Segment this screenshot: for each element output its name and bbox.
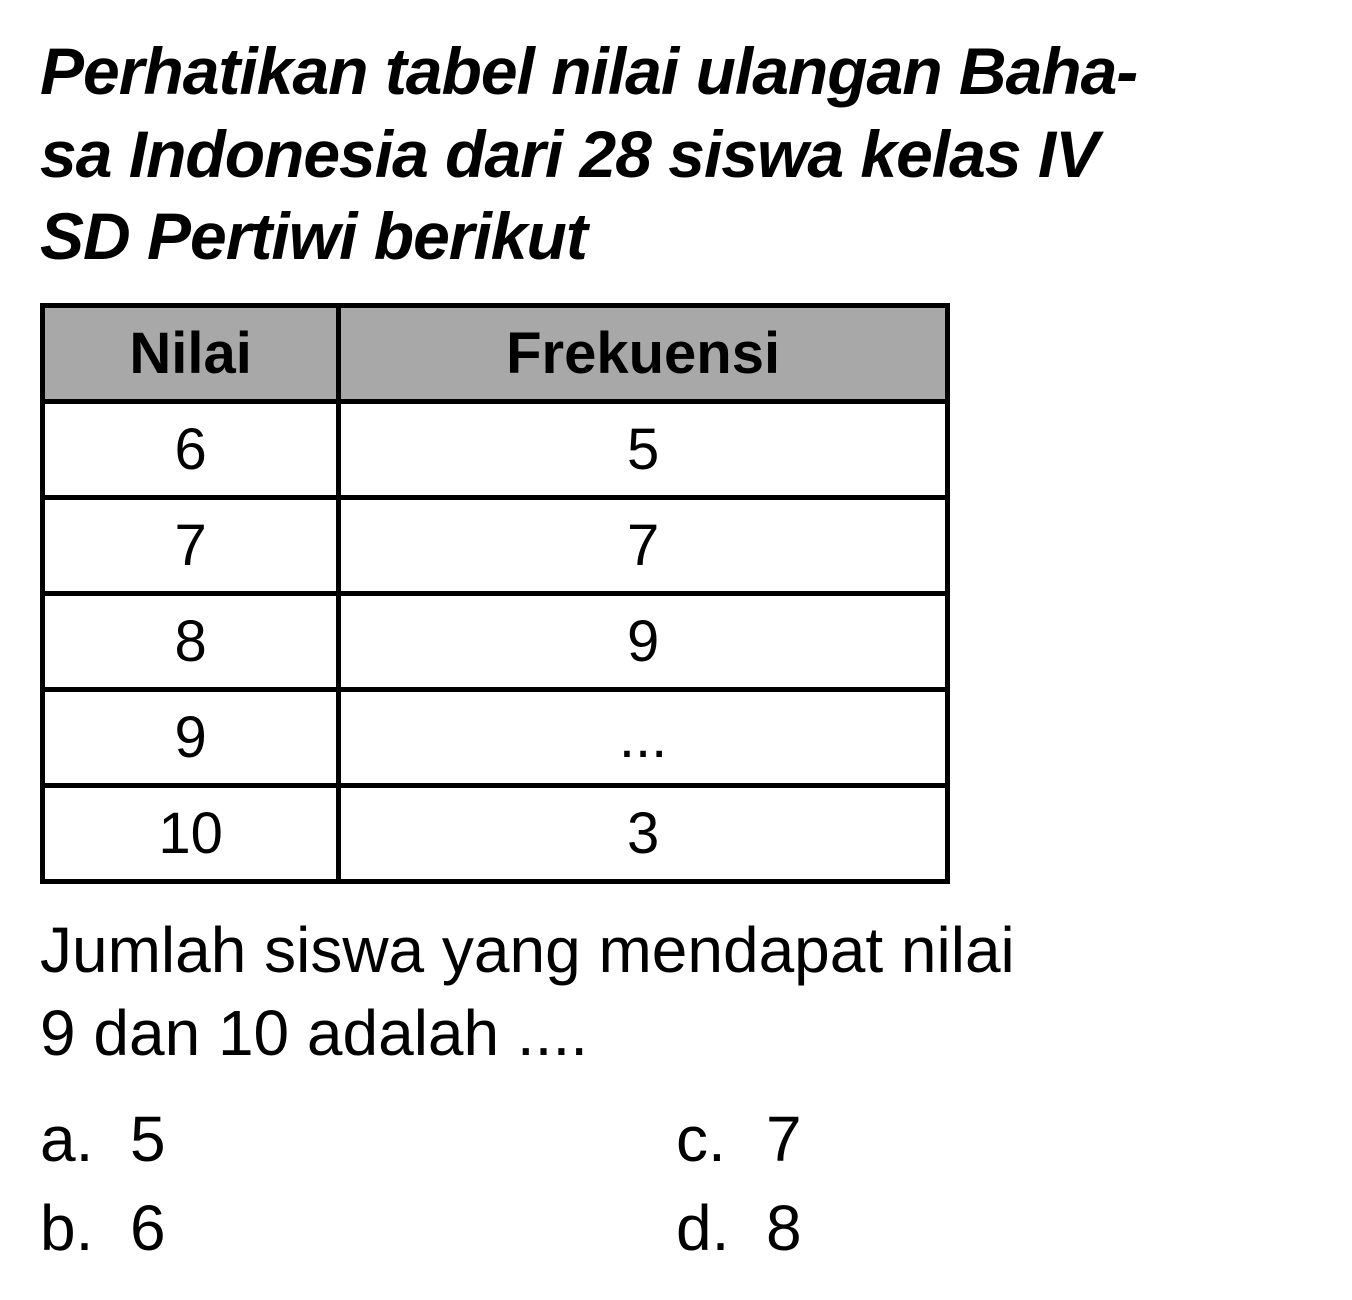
header-nilai: Nilai: [43, 305, 339, 401]
option-value-c: 7: [766, 1095, 802, 1185]
question-text: Jumlah siswa yang mendapat nilai 9 dan 1…: [40, 909, 1312, 1075]
cell-nilai: 8: [43, 593, 339, 689]
frequency-table: Nilai Frekuensi 6 5 7 7 8 9 9 ... 10 3: [40, 303, 950, 884]
header-frekuensi: Frekuensi: [339, 305, 948, 401]
option-letter-a: a.: [40, 1095, 100, 1185]
option-value-a: 5: [130, 1095, 166, 1185]
table-row: 8 9: [43, 593, 948, 689]
option-letter-b: b.: [40, 1184, 100, 1274]
cell-frekuensi: ...: [339, 689, 948, 785]
option-letter-d: d.: [676, 1184, 736, 1274]
title-line-1: Perhatikan tabel nilai ulangan Baha-: [40, 30, 1312, 113]
option-d: d. 8: [676, 1184, 1312, 1274]
question-title: Perhatikan tabel nilai ulangan Baha- sa …: [40, 30, 1312, 278]
option-letter-c: c.: [676, 1095, 736, 1185]
cell-frekuensi: 7: [339, 497, 948, 593]
cell-nilai: 10: [43, 785, 339, 881]
option-value-b: 6: [130, 1184, 166, 1274]
option-a: a. 5: [40, 1095, 676, 1185]
cell-frekuensi: 9: [339, 593, 948, 689]
option-c: c. 7: [676, 1095, 1312, 1185]
title-line-2: sa Indonesia dari 28 siswa kelas IV: [40, 113, 1312, 196]
title-line-3: SD Pertiwi berikut: [40, 195, 1312, 278]
table-row: 6 5: [43, 401, 948, 497]
table-row: 7 7: [43, 497, 948, 593]
cell-nilai: 9: [43, 689, 339, 785]
cell-nilai: 7: [43, 497, 339, 593]
cell-nilai: 6: [43, 401, 339, 497]
question-line-1: Jumlah siswa yang mendapat nilai: [40, 909, 1312, 992]
cell-frekuensi: 5: [339, 401, 948, 497]
option-b: b. 6: [40, 1184, 676, 1274]
option-value-d: 8: [766, 1184, 802, 1274]
cell-frekuensi: 3: [339, 785, 948, 881]
answer-options: a. 5 c. 7 b. 6 d. 8: [40, 1095, 1312, 1274]
table-row: 10 3: [43, 785, 948, 881]
table-row: 9 ...: [43, 689, 948, 785]
table-header-row: Nilai Frekuensi: [43, 305, 948, 401]
question-line-2: 9 dan 10 adalah ....: [40, 992, 1312, 1075]
